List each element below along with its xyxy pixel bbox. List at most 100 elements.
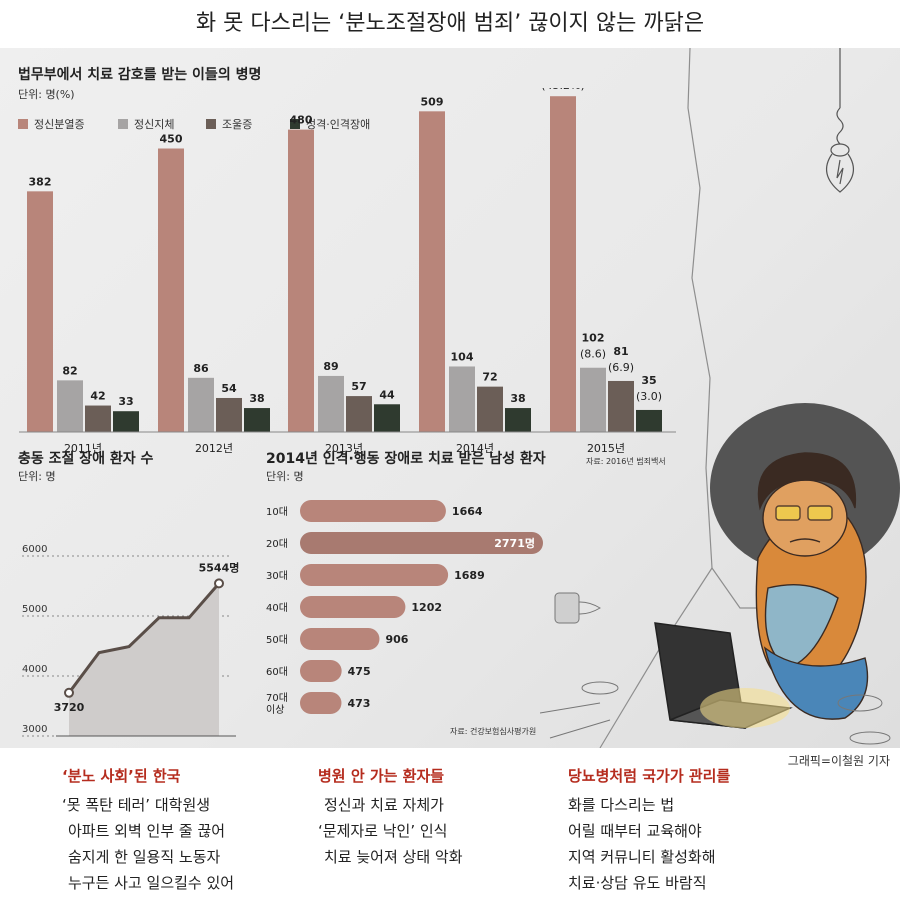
- pct-label-0: (45.2%): [541, 88, 585, 92]
- x-tick-2: 2013년: [325, 442, 363, 455]
- bar-label-2-1: 89: [323, 360, 338, 373]
- column-1-line-3: 숨지게 한 일용직 노동자: [68, 848, 221, 866]
- legend-label-personality: 성격·인격장애: [306, 118, 371, 131]
- chart1-source: 자료: 2016년 범죄백서: [586, 456, 666, 466]
- legend-item-personality: 성격·인격장애: [290, 116, 370, 132]
- legend-item-retard: 정신지체: [118, 116, 174, 132]
- hbar-label-4: 906: [385, 633, 408, 646]
- column-3-line-1: 화를 다스리는 법: [568, 796, 675, 814]
- bar-label-4-1: 102: [582, 332, 605, 345]
- bar-label-3-0: 509: [421, 95, 444, 108]
- credit: 그래픽=이철원 기자: [787, 754, 890, 768]
- bar-3-1: [449, 366, 475, 432]
- chart3-unit: 단위: 명: [266, 470, 304, 483]
- bar-label-4-3: 35: [641, 374, 656, 387]
- point-end: [214, 578, 224, 589]
- bar-4-0: [550, 96, 576, 433]
- bar-2-3: [374, 404, 400, 432]
- hbar-3: [300, 596, 406, 618]
- bar-3-2: [477, 386, 503, 432]
- legend-label-retard: 정신지체: [134, 118, 175, 131]
- y-tick-3: 3000: [22, 724, 47, 735]
- column-3-line-4: 치료·상담 유도 바람직: [568, 874, 707, 892]
- column-2-line-2: ‘문제자로 낙인’ 인식: [318, 822, 448, 840]
- bar-2-0: [288, 129, 314, 432]
- hbar-1: [300, 532, 543, 554]
- bar-label-0-0: 382: [29, 175, 52, 188]
- chart2-unit: 단위: 명: [18, 470, 56, 483]
- legend-swatch-personality: [290, 119, 300, 129]
- chart3-title: 2014년 인격·행동 장애로 치료 받은 남성 환자: [266, 451, 546, 467]
- column-3-line-3: 지역 커뮤니티 활성화해: [568, 848, 716, 866]
- column-2-line-3: 치료 늦어져 상태 악화: [324, 848, 463, 866]
- y-tick-0: 6000: [22, 544, 47, 555]
- hbar-2: [300, 564, 449, 586]
- chart3-source: 자료: 건강보험심사평가원: [450, 726, 536, 736]
- hbar-label-5: 475: [348, 665, 371, 678]
- hbar-6: [300, 692, 342, 714]
- bar-label-3-2: 72: [482, 371, 497, 384]
- bar-4-1: [580, 367, 606, 432]
- y-tick-2: 4000: [22, 664, 47, 675]
- legend-item-bipolar: 조울증: [206, 116, 252, 132]
- bar-label-0-1: 82: [62, 364, 77, 377]
- pct-label-1: (8.6): [580, 348, 606, 361]
- bar-4-3: [636, 409, 662, 432]
- bar-label-3-3: 38: [510, 392, 525, 405]
- bar-label-3-1: 104: [451, 350, 474, 363]
- bar-0-3: [113, 411, 139, 432]
- y-tick-6: 70대: [266, 692, 288, 704]
- x-tick-3: 2014년: [456, 442, 494, 455]
- bar-2-2: [346, 396, 372, 432]
- end-label: 5544명: [199, 560, 240, 574]
- column-1-line-1: ‘못 폭탄 테러’ 대학원생: [62, 796, 211, 814]
- column-1: ‘분노 사회’된 한국 ‘못 폭탄 테러’ 대학원생 아파트 외벽 인부 줄 끊…: [62, 766, 234, 896]
- bar-label-4-2: 81: [613, 345, 628, 358]
- column-2-head: 병원 안 가는 환자들: [318, 767, 445, 785]
- y-tick-1: 5000: [22, 604, 47, 615]
- point-start: [64, 687, 74, 698]
- legend-label-schizo: 정신분열증: [34, 118, 85, 131]
- chart1-unit: 단위: 명(%): [18, 88, 75, 101]
- bar-1-0: [158, 148, 184, 432]
- column-3-head: 당뇨병처럼 국가가 관리를: [568, 767, 731, 785]
- floor-debris: [540, 592, 891, 745]
- bar-label-0-3: 33: [118, 395, 133, 408]
- chart1-title: 법무부에서 치료 감호를 받는 이들의 병명: [18, 67, 262, 83]
- bar-1-2: [216, 397, 242, 432]
- y-tick-0: 10대: [266, 506, 288, 518]
- bar-4-2: [608, 380, 634, 432]
- illustration-person-with-laptop: [540, 48, 900, 748]
- bar-1-3: [244, 408, 270, 432]
- hanging-bulb-icon: [825, 48, 855, 193]
- legend-swatch-bipolar: [206, 119, 216, 129]
- column-3: 당뇨병처럼 국가가 관리를 화를 다스리는 법 어릴 때부터 교육해야 지역 커…: [568, 766, 730, 896]
- hbar-label-6: 473: [347, 697, 370, 710]
- area-fill: [69, 583, 219, 736]
- x-tick-1: 2012년: [195, 442, 233, 455]
- bar-2-1: [318, 375, 344, 432]
- page-title: 화 못 다스리는 ‘분노조절장애 범죄’ 끊이지 않는 까닭은: [195, 11, 705, 36]
- bar-label-2-2: 57: [351, 380, 366, 393]
- legend-swatch-schizo: [18, 119, 28, 129]
- y-tick-5: 60대: [266, 666, 288, 678]
- laptop-icon: [654, 622, 793, 729]
- bar-label-1-0: 450: [160, 133, 183, 146]
- y-tick-4: 50대: [266, 634, 288, 646]
- x-tick-0: 2011년: [64, 442, 102, 455]
- bar-0-2: [85, 405, 111, 432]
- pct-label-2: (6.9): [608, 361, 634, 374]
- chart3-horizontal-bar: 10대 1664 20대 2771명 30대 1689 40대 1202 50대 906 60대 47…: [266, 500, 543, 736]
- y-tick-6-b: 이상: [266, 704, 284, 716]
- bar-0-0: [27, 191, 53, 432]
- hbar-label-1: 2771명: [494, 536, 535, 550]
- hbar-label-3: 1202: [411, 601, 442, 614]
- bar-label-1-3: 38: [249, 392, 264, 405]
- y-tick-1: 20대: [266, 538, 288, 550]
- column-1-line-2: 아파트 외벽 인부 줄 끊어: [68, 822, 226, 840]
- chart2-area-line: 600050004000300037205544명20091011121314년: [22, 544, 240, 737]
- chart1-grouped-bar: 382 82 42 33 2011년 450 86 54 38 2012년 480 89 57 44 201…: [19, 88, 676, 466]
- legend-label-bipolar: 조울증: [222, 118, 253, 131]
- y-tick-2: 30대: [266, 570, 288, 582]
- column-1-head: ‘분노 사회’된 한국: [62, 767, 181, 785]
